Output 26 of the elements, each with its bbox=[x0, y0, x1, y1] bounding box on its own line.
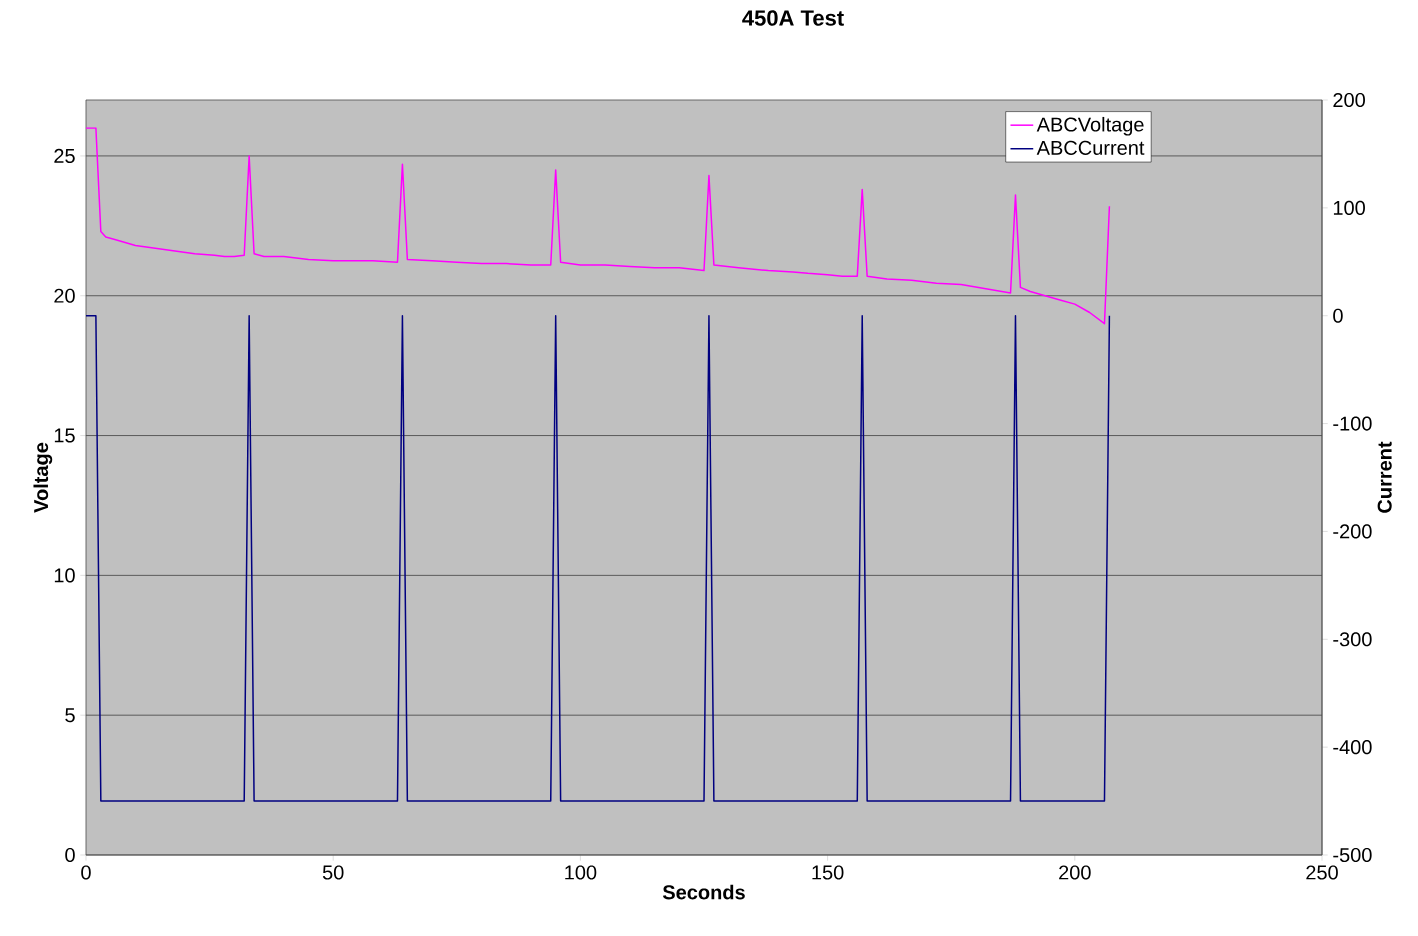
y2-tick-label: 0 bbox=[1333, 308, 1343, 323]
y2-tick-label: 200 bbox=[1333, 92, 1365, 108]
y2-tick-label: -400 bbox=[1333, 740, 1372, 755]
y2-axis-title: Current bbox=[1377, 441, 1392, 513]
y-tick-label: 0 bbox=[65, 847, 75, 863]
y2-tick-label: -200 bbox=[1333, 524, 1372, 539]
y2-tick-label: -500 bbox=[1333, 847, 1372, 863]
y-tick-label: 20 bbox=[54, 288, 75, 303]
x-tick-label: 200 bbox=[1059, 865, 1091, 880]
x-tick-label: 150 bbox=[812, 865, 844, 880]
y-tick-label: 5 bbox=[65, 708, 75, 723]
y2-tick-label: -100 bbox=[1333, 416, 1372, 431]
x-tick-label: 50 bbox=[322, 865, 344, 880]
y-axis-title: Voltage bbox=[33, 442, 53, 513]
y-tick-label: 25 bbox=[54, 148, 75, 163]
y-tick-label: 15 bbox=[54, 428, 75, 443]
y2-tick-label: -300 bbox=[1333, 632, 1372, 647]
x-tick-label: 250 bbox=[1306, 865, 1338, 880]
chart-title: 450A Test bbox=[742, 10, 844, 26]
y2-tick-label: 100 bbox=[1333, 200, 1365, 215]
x-tick-label: 100 bbox=[565, 865, 597, 880]
x-tick-label: 0 bbox=[81, 865, 91, 880]
legend-label: ABCCurrent bbox=[1036, 140, 1145, 155]
y-tick-label: 10 bbox=[54, 568, 75, 583]
x-axis-title: Seconds bbox=[662, 884, 745, 900]
legend-label: ABCVoltage bbox=[1036, 116, 1144, 136]
